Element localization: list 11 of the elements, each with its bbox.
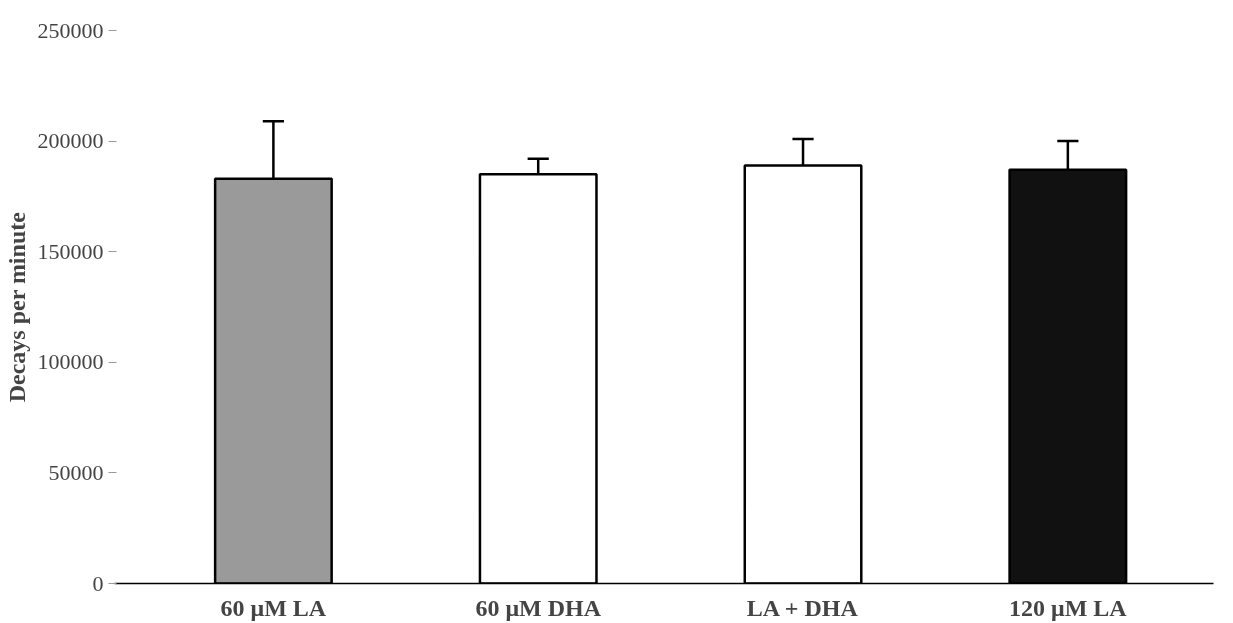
x-tick-label: 60 μM LA xyxy=(220,594,327,621)
x-tick-label: 120 μM LA xyxy=(1009,594,1128,621)
x-tick-label: LA + DHA xyxy=(746,594,859,621)
y-tick-label: 200000 xyxy=(37,128,104,154)
y-tick-label: 50000 xyxy=(48,459,104,485)
y-tick-label: 150000 xyxy=(37,238,104,264)
y-tick-label: 0 xyxy=(92,570,104,596)
x-tick-label: 60 μM DHA xyxy=(475,594,602,621)
y-tick-label: 250000 xyxy=(37,17,104,43)
y-axis-title: Decays per minute xyxy=(3,211,30,403)
y-tick-label: 100000 xyxy=(37,349,104,375)
